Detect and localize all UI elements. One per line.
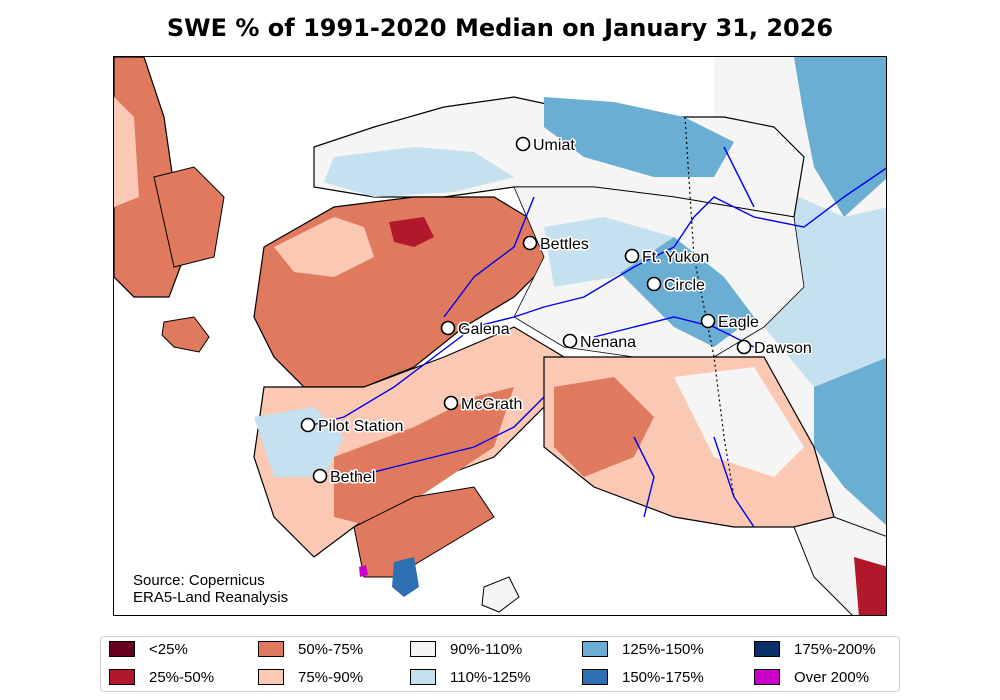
alaska-peninsula xyxy=(353,486,495,578)
source-line-2: ERA5-Land Reanalysis xyxy=(133,589,289,606)
map-title: SWE % of 1991-2020 Median on January 31,… xyxy=(166,14,834,42)
city-label-circle: Circle xyxy=(664,277,705,294)
north-slope-blue xyxy=(544,97,734,177)
legend-swatch xyxy=(109,669,135,685)
legend-item: <25% xyxy=(109,639,188,659)
kuskokwim-river xyxy=(353,396,545,478)
seward-peninsula-light xyxy=(274,217,374,277)
legend-item: 125%-150% xyxy=(582,639,704,659)
legend-label: 150%-175% xyxy=(622,668,704,686)
legend-item: 50%-75% xyxy=(258,639,363,659)
legend-item: 90%-110% xyxy=(410,639,522,659)
legend-label: 75%-90% xyxy=(298,668,364,686)
legend-swatch xyxy=(410,669,436,685)
yukon-river xyxy=(303,167,886,428)
chukotka-light xyxy=(114,97,139,207)
city-marker-eagle xyxy=(700,313,716,329)
legend-swatch xyxy=(410,641,436,657)
city-label-bettles: Bettles xyxy=(540,236,589,253)
st-lawrence-island xyxy=(161,316,210,353)
city-markers: Umiat Bettles Ft. Yukon Circle Eagle Dawson Ga… xyxy=(300,136,813,488)
susitna-river xyxy=(633,436,655,518)
sw-alaska-red xyxy=(334,387,514,527)
koyukuk-river xyxy=(443,196,535,318)
southcentral-white xyxy=(674,367,804,477)
legend-swatch xyxy=(582,641,608,657)
legend-item: 75%-90% xyxy=(258,667,363,687)
legend-swatch xyxy=(754,669,780,685)
legend-swatch xyxy=(582,669,608,685)
city-marker-galena xyxy=(440,320,456,336)
yukon-blue-high xyxy=(794,57,886,217)
tanana-river xyxy=(593,316,755,348)
legend-label: 50%-75% xyxy=(298,640,364,658)
legend-label: 125%-150% xyxy=(622,640,704,658)
legend-item: Over 200% xyxy=(754,667,869,687)
legend-swatch xyxy=(109,641,135,657)
city-label-nenana: Nenana xyxy=(580,334,636,351)
chukotka-east xyxy=(153,166,225,268)
swe-map: Umiat Bettles Ft. Yukon Circle Eagle Dawson Ga… xyxy=(114,57,886,615)
source-note: Source: Copernicus ERA5-Land Reanalysis xyxy=(133,572,288,606)
west-alaska-darkred xyxy=(389,217,434,247)
legend-item: 25%-50% xyxy=(109,667,214,687)
city-label-umiat: Umiat xyxy=(533,137,575,154)
city-marker-umiat xyxy=(515,136,531,152)
legend-label: <25% xyxy=(149,640,188,658)
legend-label: 175%-200% xyxy=(794,640,876,658)
copper-river xyxy=(713,436,755,528)
kodiak-island xyxy=(481,576,520,613)
peninsula-blue xyxy=(392,557,419,597)
city-marker-pilot-station xyxy=(300,417,316,433)
city-label-mcgrath: McGrath xyxy=(461,396,522,413)
legend-item: 110%-125% xyxy=(410,667,531,687)
city-label-dawson: Dawson xyxy=(754,340,812,357)
legend-item: 175%-200% xyxy=(754,639,876,659)
yukon-blue-lower xyxy=(814,357,886,526)
yk-delta-lightblue xyxy=(254,407,344,477)
city-marker-nenana xyxy=(562,333,578,349)
legend-swatch xyxy=(258,641,284,657)
city-marker-bethel xyxy=(312,468,328,484)
porcupine-river xyxy=(723,146,755,208)
legend-label: 25%-50% xyxy=(149,668,215,686)
legend-swatch xyxy=(754,641,780,657)
city-label-galena: Galena xyxy=(458,321,510,338)
southcentral-red xyxy=(554,377,654,477)
city-label-ft-yukon: Ft. Yukon xyxy=(642,249,709,266)
city-marker-bettles xyxy=(522,235,538,251)
city-marker-mcgrath xyxy=(443,395,459,411)
legend-swatch xyxy=(258,669,284,685)
legend-label: 90%-110% xyxy=(450,640,523,658)
city-marker-dawson xyxy=(736,339,752,355)
city-marker-circle xyxy=(646,276,662,292)
map-panel: Umiat Bettles Ft. Yukon Circle Eagle Dawson Ga… xyxy=(113,56,887,616)
north-slope-lightblue xyxy=(324,147,514,197)
legend: <25% 25%-50% 50%-75% 75%-90% 90%-110% 110%-12… xyxy=(100,636,900,692)
city-label-pilot-station: Pilot Station xyxy=(318,418,403,435)
city-label-eagle: Eagle xyxy=(718,314,759,331)
legend-item: 150%-175% xyxy=(582,667,704,687)
interior-lightblue xyxy=(544,217,674,287)
southeast-red xyxy=(854,557,886,615)
legend-label: 110%-125% xyxy=(450,668,531,686)
source-line-1: Source: Copernicus xyxy=(133,572,265,589)
peninsula-magenta xyxy=(359,565,368,577)
city-marker-ft-yukon xyxy=(624,248,640,264)
legend-label: Over 200% xyxy=(794,668,870,686)
city-label-bethel: Bethel xyxy=(330,469,375,486)
